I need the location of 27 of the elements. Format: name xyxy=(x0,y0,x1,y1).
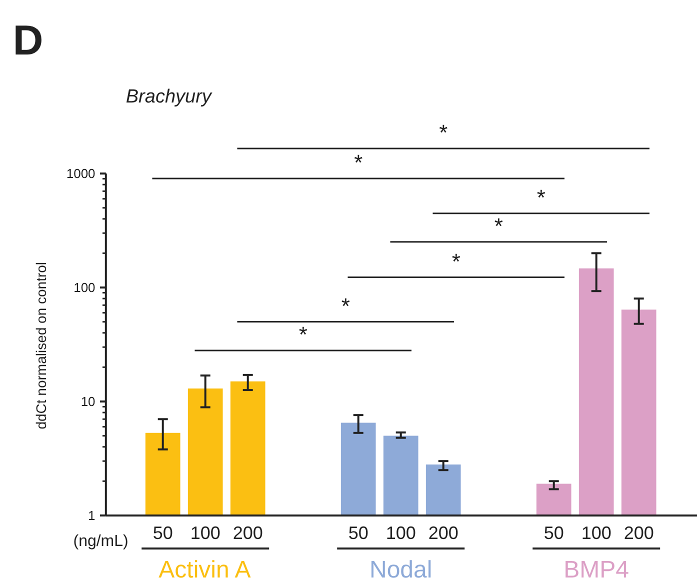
y-tick-label: 100 xyxy=(74,280,96,296)
annotation: * xyxy=(298,322,308,348)
x-tick-label: 50 xyxy=(544,522,564,543)
x-tick-label: 200 xyxy=(428,522,458,543)
x-tick-label: 200 xyxy=(232,522,263,543)
series-label: BMP4 xyxy=(564,556,630,584)
text: D xyxy=(12,16,44,64)
series-label: Nodal xyxy=(369,556,432,584)
x-tick-label: 50 xyxy=(152,522,173,543)
y-tick-label: 1000 xyxy=(66,166,96,182)
x-tick-label: 50 xyxy=(348,522,368,543)
x-tick-label: 100 xyxy=(190,522,220,543)
annotation: * xyxy=(452,248,461,274)
chart-title: Brachyury xyxy=(126,86,213,108)
text: * xyxy=(439,120,448,146)
x-tick-label: 100 xyxy=(581,522,612,543)
annotation: * xyxy=(354,150,364,176)
annotation: * xyxy=(494,213,504,238)
x-axis-title: (ng/mL) xyxy=(73,532,128,550)
series-label: Activin A xyxy=(158,556,251,584)
y-tick-label: 1 xyxy=(88,508,96,523)
x-tick-label: 200 xyxy=(624,522,654,543)
annotation: * xyxy=(536,184,546,210)
y-axis-title: ddCt normalised on control xyxy=(32,262,49,430)
x-tick-label: 100 xyxy=(386,522,416,543)
y-tick-label: 10 xyxy=(80,394,96,409)
annotation: * xyxy=(341,293,350,318)
